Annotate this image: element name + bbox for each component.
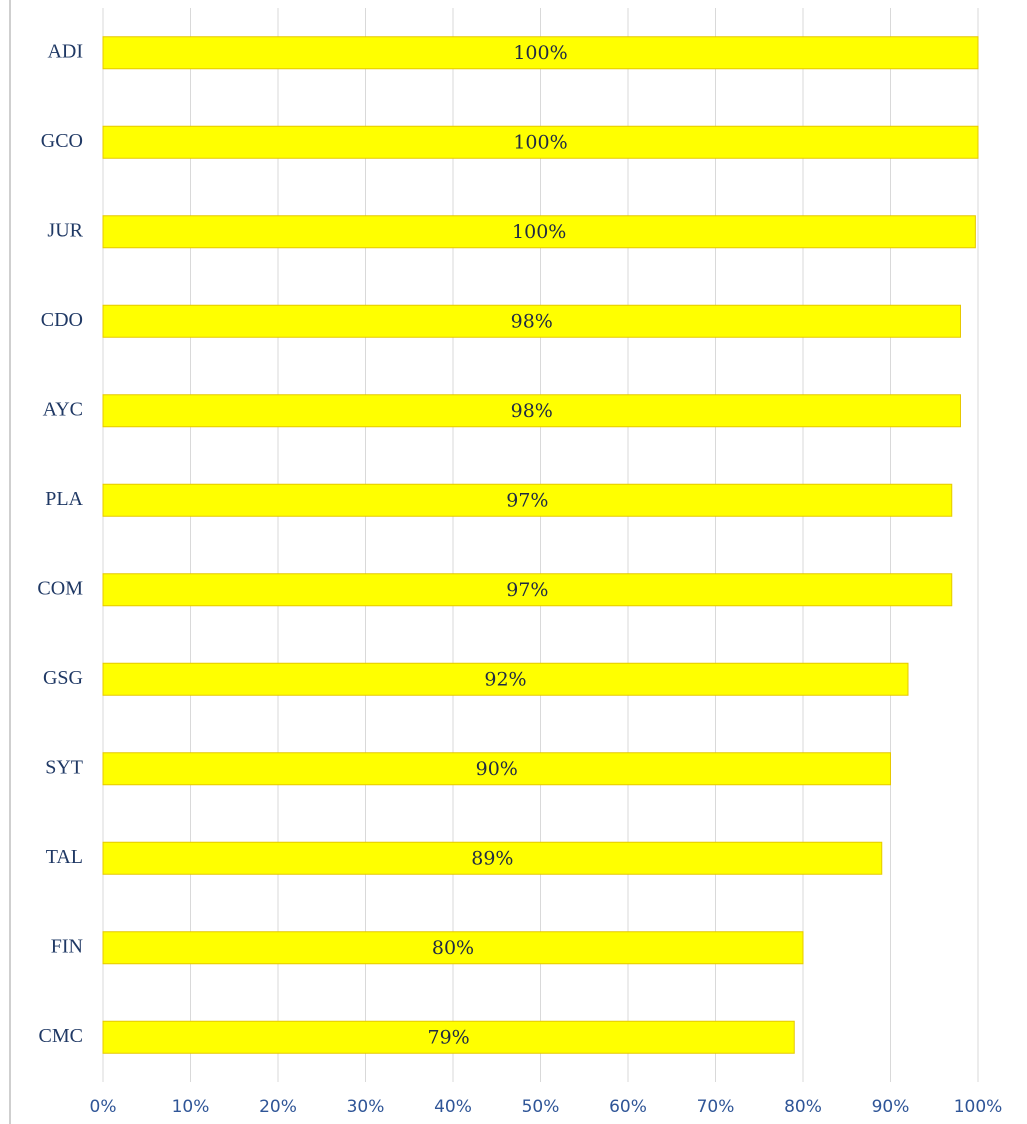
- x-tick-label: 50%: [522, 1097, 560, 1117]
- y-tick-label: PLA: [45, 488, 83, 510]
- x-tick-label: 30%: [347, 1097, 385, 1117]
- value-label: 100%: [513, 131, 567, 153]
- y-tick-label: FIN: [51, 935, 83, 957]
- value-label: 89%: [471, 847, 513, 869]
- bar: [102, 573, 953, 607]
- y-tick-label: AYC: [43, 398, 83, 420]
- bar: [102, 1020, 795, 1054]
- x-tick-label: 100%: [954, 1097, 1003, 1117]
- bar: [102, 483, 953, 517]
- x-tick-label: 20%: [259, 1097, 297, 1117]
- x-tick-label: 60%: [609, 1097, 647, 1117]
- value-label: 98%: [511, 310, 553, 332]
- value-label: 80%: [432, 937, 474, 959]
- bar: [102, 36, 979, 70]
- value-label: 100%: [513, 42, 567, 64]
- x-tick-label: 70%: [697, 1097, 735, 1117]
- x-tick-label: 10%: [172, 1097, 210, 1117]
- value-label: 98%: [511, 400, 553, 422]
- bar: [102, 125, 979, 159]
- y-tick-label: JUR: [47, 219, 83, 241]
- value-label: 92%: [484, 668, 526, 690]
- bar: [102, 215, 976, 249]
- y-tick-label: COM: [37, 577, 83, 599]
- bar: [102, 931, 804, 965]
- x-tick-label: 40%: [434, 1097, 472, 1117]
- y-tick-label: TAL: [46, 846, 83, 868]
- y-tick-label: CDO: [41, 309, 83, 331]
- bar: [102, 662, 909, 696]
- bar: [102, 394, 961, 428]
- value-label: 79%: [428, 1026, 470, 1048]
- value-label: 100%: [512, 221, 566, 243]
- x-tick-label: 90%: [872, 1097, 910, 1117]
- bar: [102, 752, 891, 786]
- y-tick-label: ADI: [47, 40, 83, 62]
- value-label: 90%: [476, 758, 518, 780]
- bar: [102, 841, 883, 875]
- y-tick-label: GSG: [43, 667, 83, 689]
- y-tick-label: SYT: [45, 756, 83, 778]
- value-label: 97%: [506, 579, 548, 601]
- y-tick-label: CMC: [39, 1025, 83, 1047]
- x-tick-label: 0%: [90, 1097, 117, 1117]
- x-tick-label: 80%: [784, 1097, 822, 1117]
- value-label: 97%: [506, 489, 548, 511]
- bar: [102, 304, 961, 338]
- y-tick-label: GCO: [41, 130, 83, 152]
